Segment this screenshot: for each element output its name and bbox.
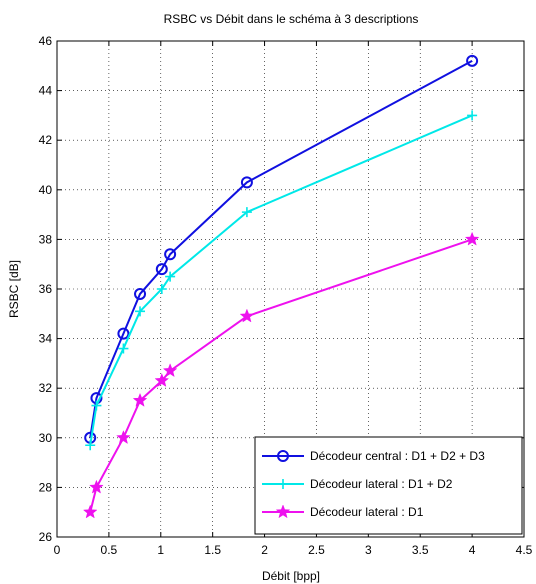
x-tick-label: 2.5	[308, 543, 325, 557]
y-axis-label: RSBC [dB]	[7, 260, 21, 318]
data-point	[91, 400, 102, 411]
data-point	[89, 479, 104, 494]
x-tick-label: 0.5	[101, 543, 118, 557]
y-tick-label: 46	[39, 34, 53, 48]
data-point	[162, 363, 178, 378]
x-tick-label: 1.5	[204, 543, 221, 557]
y-tick-label: 32	[39, 381, 53, 395]
data-point	[118, 343, 129, 354]
x-axis-label: Débit [bpp]	[262, 569, 320, 583]
x-tick-label: 3	[365, 543, 372, 557]
data-point	[156, 284, 167, 294]
y-tick-label: 44	[39, 84, 53, 98]
y-tick-label: 30	[39, 431, 53, 445]
y-tick-label: 40	[39, 183, 53, 197]
data-point	[165, 271, 176, 282]
data-point	[277, 450, 289, 462]
data-point	[134, 287, 147, 300]
data-point	[117, 327, 130, 340]
y-axis-ticks: 26 28 30 32 34 36 38 40 42 44 46	[39, 34, 524, 544]
y-tick-label: 26	[39, 530, 53, 544]
data-point	[154, 373, 170, 387]
x-tick-label: 4.5	[516, 543, 533, 557]
legend-box	[254, 436, 523, 535]
y-tick-label: 38	[39, 232, 53, 246]
data-point	[85, 440, 96, 451]
legend-entry-2: Décodeur lateral : D1 + D2	[262, 477, 453, 491]
legend-label: Décodeur central : D1 + D2 + D3	[310, 449, 485, 463]
data-point	[155, 263, 168, 276]
chart-title: RSBC vs Débit dans le schéma à 3 descrip…	[164, 12, 419, 26]
series-line	[89, 238, 473, 513]
data-point	[278, 479, 288, 489]
y-tick-label: 42	[39, 133, 53, 147]
data-point	[466, 54, 479, 67]
x-tick-label: 1	[157, 543, 164, 557]
y-tick-label: 36	[39, 282, 53, 296]
x-tick-label: 2	[261, 543, 268, 557]
x-tick-label: 3.5	[412, 543, 429, 557]
series-2	[85, 110, 478, 451]
data-point	[82, 504, 98, 519]
data-point	[132, 392, 148, 407]
data-point	[240, 176, 253, 189]
data-point	[135, 306, 146, 317]
x-tick-label: 4	[469, 543, 476, 557]
series-3	[82, 231, 480, 519]
data-point	[116, 430, 131, 445]
series-line	[89, 114, 473, 446]
data-point	[164, 248, 177, 261]
legend-entry-1: Décodeur central : D1 + D2 + D3	[262, 449, 485, 463]
legend: Décodeur central : D1 + D2 + D3 Décodeur …	[254, 436, 523, 535]
data-point	[239, 308, 255, 323]
x-tick-label: 0	[54, 543, 61, 557]
y-tick-label: 34	[39, 332, 53, 346]
y-tick-label: 28	[39, 480, 53, 494]
legend-label: Décodeur lateral : D1	[310, 505, 424, 519]
data-point	[467, 110, 478, 121]
series-line	[89, 59, 473, 438]
series-group	[82, 54, 480, 519]
series-1	[84, 54, 479, 444]
data-point	[275, 504, 291, 519]
legend-entry-3: Décodeur lateral : D1	[262, 504, 424, 519]
data-point	[464, 231, 480, 246]
data-point	[241, 207, 252, 218]
legend-label: Décodeur lateral : D1 + D2	[310, 477, 453, 491]
